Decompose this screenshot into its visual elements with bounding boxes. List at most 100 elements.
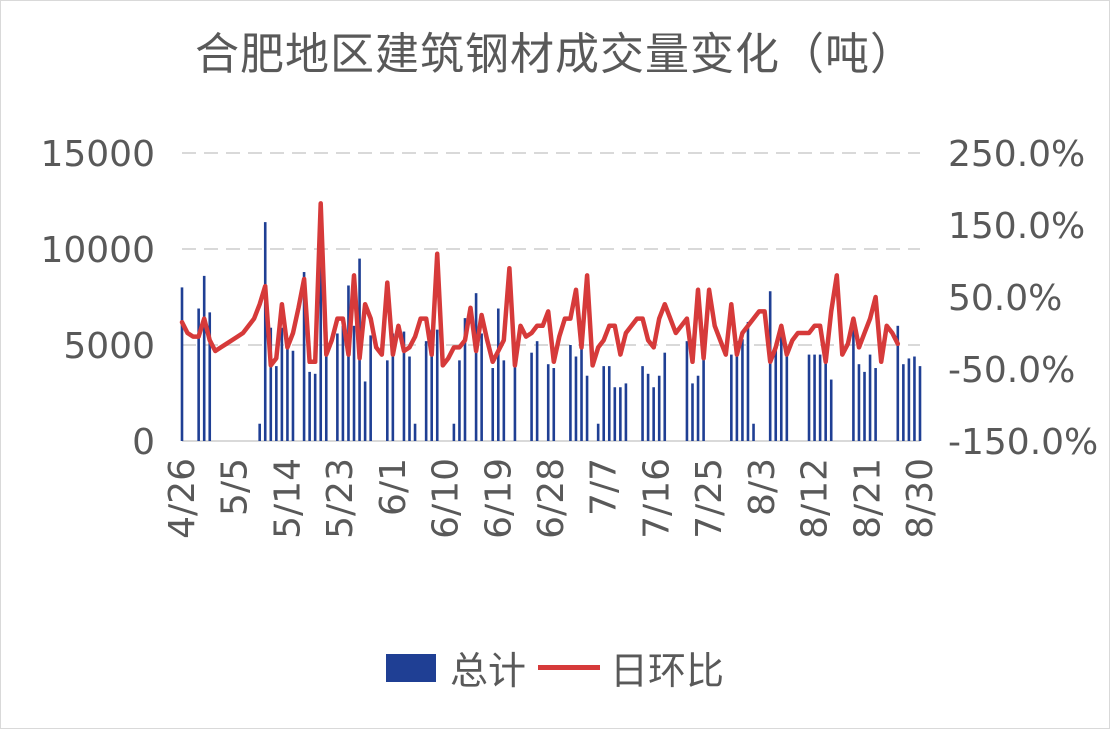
bar [913, 356, 916, 441]
bar [552, 368, 556, 441]
bar [641, 366, 644, 441]
bar [474, 293, 478, 441]
bar [907, 358, 911, 441]
legend-item-total: 总计 [385, 640, 526, 695]
bar [768, 291, 772, 441]
bar [435, 329, 439, 441]
bar [696, 375, 700, 441]
bar [752, 423, 755, 441]
bar [463, 318, 467, 441]
bar [319, 252, 323, 441]
right-axis-tick-label: 250.0% [948, 134, 1085, 175]
bar [408, 356, 411, 441]
series-line-dod [179, 201, 901, 368]
bar [735, 341, 739, 441]
bar [619, 387, 622, 441]
chart-title: 合肥地区建筑钢材成交量变化（吨） [195, 29, 915, 80]
bar [341, 325, 345, 441]
bar [197, 308, 200, 441]
bar [452, 423, 456, 441]
x-axis-tick-label: 5/5 [215, 458, 256, 516]
x-axis-tick-label: 8/3 [742, 458, 783, 516]
bar [413, 423, 417, 441]
chart-legend: 总计 日环比 [0, 640, 1110, 695]
bar [369, 335, 372, 441]
bar [258, 423, 261, 441]
bar [347, 285, 350, 441]
bar [280, 327, 284, 441]
bar [685, 341, 689, 441]
bar [535, 341, 539, 441]
bar [657, 375, 661, 441]
bar [424, 341, 428, 441]
bar [774, 348, 778, 441]
legend-swatch-line [538, 665, 600, 670]
bar [480, 333, 483, 441]
bar [324, 331, 328, 441]
bar [502, 360, 506, 441]
bar [691, 383, 694, 441]
bar [291, 350, 295, 441]
bar [574, 356, 578, 441]
legend-item-dod: 日环比 [532, 640, 724, 695]
bar [580, 325, 583, 441]
bar [613, 387, 617, 441]
bar [902, 364, 905, 441]
left-axis-tick-label: 5000 [63, 326, 155, 367]
left-axis-tick-label: 15000 [40, 134, 155, 175]
x-axis-tick-label: 5/14 [267, 458, 308, 539]
x-axis-tick-label: 6/1 [373, 458, 414, 516]
left-axis-tick-label: 0 [132, 422, 155, 463]
bar [530, 352, 533, 441]
x-axis-tick-label: 6/10 [426, 458, 467, 539]
x-axis-tick-label: 6/28 [531, 458, 572, 539]
x-axis-tick-label: 5/23 [320, 458, 361, 539]
bar [807, 354, 811, 441]
bar [602, 366, 606, 441]
bar [308, 371, 311, 441]
bar [569, 345, 572, 441]
x-axis-tick-label: 8/30 [900, 458, 941, 539]
bar [857, 364, 861, 441]
bar [391, 333, 395, 441]
bar [746, 321, 750, 441]
bar [852, 323, 855, 441]
bar [585, 375, 589, 441]
x-axis-tick-label: 8/12 [795, 458, 836, 539]
bar [546, 364, 550, 441]
bar [813, 354, 816, 441]
bar [208, 312, 212, 441]
bar [863, 371, 866, 441]
bar [430, 329, 433, 441]
bar [624, 383, 628, 441]
bar [596, 423, 600, 441]
right-axis-tick-label: 50.0% [948, 278, 1062, 319]
bar [180, 287, 184, 441]
bar [818, 354, 822, 441]
bar [896, 325, 900, 441]
right-axis-tick-label: -50.0% [948, 350, 1075, 391]
bar [785, 354, 789, 441]
x-axis-tick-label: 7/16 [636, 458, 677, 539]
bar [868, 354, 872, 441]
bar [263, 222, 267, 441]
bar [741, 339, 744, 441]
bar [730, 354, 733, 441]
bar [824, 350, 827, 441]
bar [779, 335, 783, 441]
bar [513, 362, 517, 441]
bar [202, 275, 206, 441]
bar [702, 335, 705, 441]
bar [402, 331, 406, 441]
x-axis-tick-label: 4/26 [162, 458, 203, 539]
bar [496, 308, 500, 441]
right-axis-tick-label: 150.0% [948, 206, 1085, 247]
bar [269, 327, 273, 441]
bar [275, 366, 278, 441]
bar [607, 366, 611, 441]
bar [918, 366, 922, 441]
bar [458, 360, 461, 441]
bar [352, 325, 356, 441]
